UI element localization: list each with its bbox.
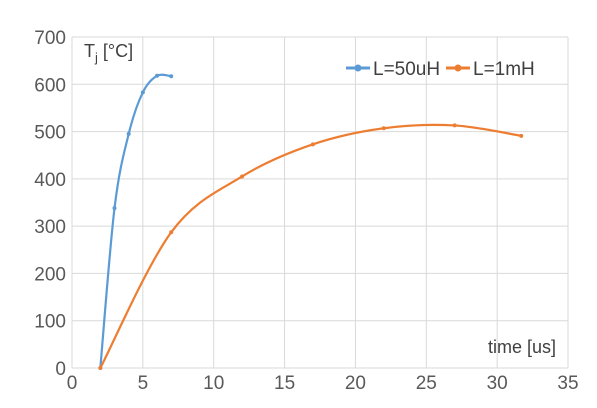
y-tick-label: 100 — [34, 312, 66, 333]
data-point-1 — [381, 126, 386, 131]
data-point-1 — [98, 366, 103, 370]
x-tick-labels: 0 5 10 15 20 25 30 35 — [67, 373, 579, 394]
y-tick-label: 500 — [34, 123, 66, 144]
y-tick-label: 600 — [34, 75, 66, 96]
legend: L=50uH L=1mH — [346, 59, 535, 80]
data-point-1 — [240, 174, 245, 179]
legend-marker-l1mh-icon — [454, 64, 462, 72]
data-point-0 — [126, 131, 131, 136]
x-tick-label: 35 — [557, 373, 578, 394]
data-point-0 — [140, 90, 145, 95]
legend-item-l1mh: L=1mH — [446, 59, 535, 80]
plot-area — [98, 73, 524, 370]
x-tick-label: 20 — [345, 373, 366, 394]
y-tick-label: 300 — [34, 217, 66, 238]
y-tick-label: 700 — [34, 28, 66, 49]
legend-marker-l50uh-icon — [354, 64, 362, 72]
data-point-0 — [155, 73, 160, 78]
data-point-1 — [310, 142, 315, 147]
x-tick-label: 30 — [487, 373, 508, 394]
grid-lines — [71, 36, 569, 369]
series-line-0 — [99, 73, 172, 369]
y-tick-label: 0 — [55, 359, 66, 380]
x-tick-label: 25 — [416, 373, 437, 394]
y-tick-labels: 0 100 200 300 400 500 600 700 — [34, 28, 66, 380]
y-axis-label: Tj [°C] — [84, 41, 133, 65]
series-line-1 — [99, 123, 522, 369]
data-point-1 — [169, 230, 174, 235]
x-tick-label: 15 — [274, 373, 295, 394]
legend-label-l50uh: L=50uH — [373, 59, 440, 80]
x-tick-label: 5 — [138, 373, 149, 394]
x-axis-label: time [us] — [488, 337, 556, 357]
x-tick-label: 10 — [203, 373, 224, 394]
data-point-0 — [112, 206, 117, 211]
y-tick-label: 400 — [34, 170, 66, 191]
data-point-1 — [452, 123, 457, 128]
legend-label-l1mh: L=1mH — [473, 59, 535, 80]
legend-item-l50uh: L=50uH — [346, 59, 440, 80]
data-point-1 — [519, 133, 524, 138]
y-tick-label: 200 — [34, 264, 66, 285]
data-point-0 — [169, 74, 174, 79]
x-tick-label: 0 — [67, 373, 78, 394]
